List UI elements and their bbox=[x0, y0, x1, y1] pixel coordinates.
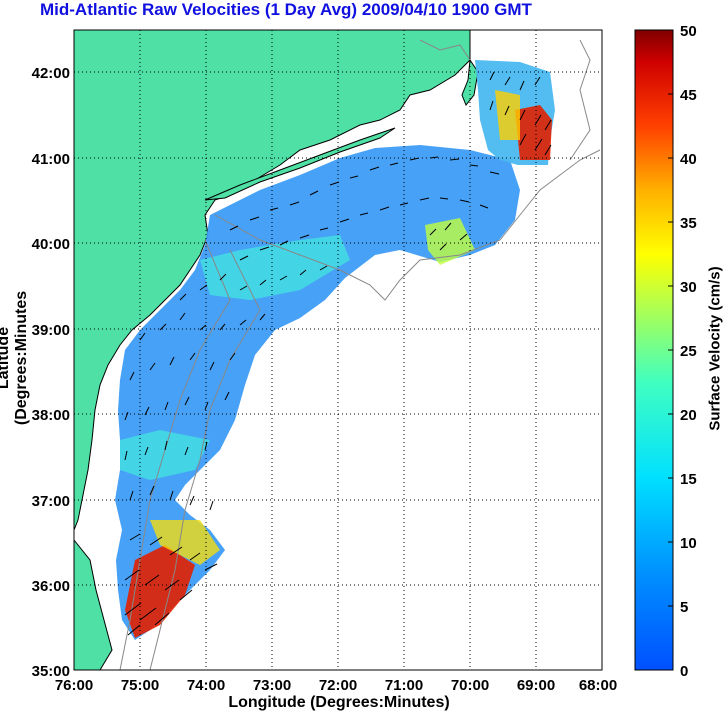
velocity-arrows bbox=[124, 71, 552, 636]
colorbar-tick: 0 bbox=[680, 663, 688, 680]
colorbar-tick: 30 bbox=[680, 279, 697, 296]
y-tick: 37:00 bbox=[32, 493, 70, 510]
y-tick: 38:00 bbox=[32, 407, 70, 424]
light-patch-2 bbox=[120, 430, 210, 480]
mid-patch-south bbox=[150, 520, 220, 565]
y-tick: 41:00 bbox=[32, 151, 70, 168]
y-tick: 40:00 bbox=[32, 236, 70, 253]
colorbar-tick: 10 bbox=[680, 535, 697, 552]
map-title: Mid-Atlantic Raw Velocities (1 Day Avg) … bbox=[40, 0, 532, 19]
colorbar bbox=[634, 29, 674, 671]
colorbar-tick-labels: 0 5 10 15 20 25 30 35 40 45 50 bbox=[680, 23, 697, 680]
x-tick: 71:00 bbox=[385, 677, 423, 694]
colorbar-tick: 20 bbox=[680, 407, 697, 424]
x-tick: 69:00 bbox=[517, 677, 555, 694]
colorbar-tick: 50 bbox=[680, 23, 697, 40]
bathymetry-contours bbox=[119, 39, 601, 670]
light-patch bbox=[200, 235, 350, 300]
y-tick: 39:00 bbox=[32, 322, 70, 339]
x-tick: 74:00 bbox=[187, 677, 225, 694]
y-tick: 35:00 bbox=[32, 663, 70, 680]
y-tick: 42:00 bbox=[32, 65, 70, 82]
lat-lon-grid bbox=[74, 30, 602, 670]
colorbar-tick: 15 bbox=[680, 471, 697, 488]
fast-patch-south bbox=[125, 545, 195, 638]
colorbar-tick: 5 bbox=[680, 599, 688, 616]
colorbar-tick: 25 bbox=[680, 343, 697, 360]
colorbar-label: Surface Velocity (cm/s) bbox=[706, 266, 724, 431]
x-tick: 70:00 bbox=[451, 677, 489, 694]
delmarva-land bbox=[74, 539, 113, 670]
colorbar-tick: 45 bbox=[680, 87, 697, 104]
y-tick: 36:00 bbox=[32, 578, 70, 595]
x-tick: 76:00 bbox=[55, 677, 93, 694]
mid-patch-ne bbox=[495, 90, 520, 140]
mid-patch-shelf bbox=[425, 218, 475, 265]
x-tick: 68:00 bbox=[579, 677, 617, 694]
x-tick-labels: 76:00 75:00 74:00 73:00 72:00 71:00 70:0… bbox=[55, 677, 617, 694]
y-axis-label: Latitude (Degrees:Minutes bbox=[0, 290, 30, 426]
colorbar-tick: 40 bbox=[680, 151, 697, 168]
x-tick: 73:00 bbox=[253, 677, 291, 694]
long-island bbox=[204, 127, 396, 201]
colorbar-ticks bbox=[668, 93, 673, 607]
y-tick-labels: 35:00 36:00 37:00 38:00 39:00 40:00 41:0… bbox=[32, 65, 70, 680]
fast-patch-ne bbox=[515, 105, 552, 160]
x-tick: 72:00 bbox=[319, 677, 357, 694]
colorbar-tick: 35 bbox=[680, 215, 697, 232]
x-axis-label: Longitude (Degrees:Minutes) bbox=[228, 694, 450, 711]
x-tick: 75:00 bbox=[121, 677, 159, 694]
